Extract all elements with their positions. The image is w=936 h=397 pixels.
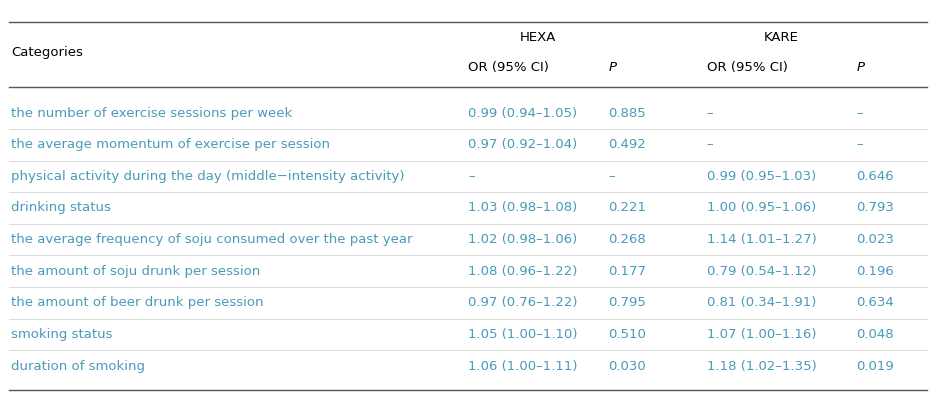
- Text: 0.221: 0.221: [608, 201, 647, 214]
- Text: duration of smoking: duration of smoking: [11, 360, 145, 373]
- Text: KARE: KARE: [764, 31, 799, 44]
- Text: 0.048: 0.048: [856, 328, 894, 341]
- Text: –: –: [856, 138, 863, 151]
- Text: 0.885: 0.885: [608, 106, 646, 119]
- Text: –: –: [707, 106, 713, 119]
- Text: drinking status: drinking status: [11, 201, 111, 214]
- Text: 1.18 (1.02–1.35): 1.18 (1.02–1.35): [707, 360, 816, 373]
- Text: P: P: [856, 61, 865, 74]
- Text: OR (95% CI): OR (95% CI): [468, 61, 548, 74]
- Text: 0.510: 0.510: [608, 328, 646, 341]
- Text: OR (95% CI): OR (95% CI): [707, 61, 787, 74]
- Text: 1.00 (0.95–1.06): 1.00 (0.95–1.06): [707, 201, 816, 214]
- Text: the amount of beer drunk per session: the amount of beer drunk per session: [11, 296, 264, 309]
- Text: 0.97 (0.76–1.22): 0.97 (0.76–1.22): [468, 296, 578, 309]
- Text: 0.030: 0.030: [608, 360, 646, 373]
- Text: 0.634: 0.634: [856, 296, 894, 309]
- Text: –: –: [608, 170, 615, 183]
- Text: 1.14 (1.01–1.27): 1.14 (1.01–1.27): [707, 233, 816, 246]
- Text: 0.795: 0.795: [608, 296, 646, 309]
- Text: 0.177: 0.177: [608, 265, 647, 278]
- Text: 0.793: 0.793: [856, 201, 894, 214]
- Text: 0.646: 0.646: [856, 170, 894, 183]
- Text: physical activity during the day (middle−intensity activity): physical activity during the day (middle…: [11, 170, 404, 183]
- Text: 0.019: 0.019: [856, 360, 894, 373]
- Text: 1.03 (0.98–1.08): 1.03 (0.98–1.08): [468, 201, 578, 214]
- Text: Categories: Categories: [11, 46, 83, 59]
- Text: –: –: [468, 170, 475, 183]
- Text: the amount of soju drunk per session: the amount of soju drunk per session: [11, 265, 260, 278]
- Text: 0.97 (0.92–1.04): 0.97 (0.92–1.04): [468, 138, 578, 151]
- Text: smoking status: smoking status: [11, 328, 112, 341]
- Text: 0.492: 0.492: [608, 138, 646, 151]
- Text: 0.268: 0.268: [608, 233, 646, 246]
- Text: 0.99 (0.94–1.05): 0.99 (0.94–1.05): [468, 106, 578, 119]
- Text: P: P: [608, 61, 617, 74]
- Text: –: –: [856, 106, 863, 119]
- Text: 1.08 (0.96–1.22): 1.08 (0.96–1.22): [468, 265, 578, 278]
- Text: –: –: [707, 138, 713, 151]
- Text: 0.196: 0.196: [856, 265, 894, 278]
- Text: the average momentum of exercise per session: the average momentum of exercise per ses…: [11, 138, 330, 151]
- Text: HEXA: HEXA: [520, 31, 556, 44]
- Text: the average frequency of soju consumed over the past year: the average frequency of soju consumed o…: [11, 233, 413, 246]
- Text: 0.99 (0.95–1.03): 0.99 (0.95–1.03): [707, 170, 816, 183]
- Text: 0.023: 0.023: [856, 233, 894, 246]
- Text: 0.81 (0.34–1.91): 0.81 (0.34–1.91): [707, 296, 816, 309]
- Text: 1.07 (1.00–1.16): 1.07 (1.00–1.16): [707, 328, 816, 341]
- Text: 1.05 (1.00–1.10): 1.05 (1.00–1.10): [468, 328, 578, 341]
- Text: 1.02 (0.98–1.06): 1.02 (0.98–1.06): [468, 233, 578, 246]
- Text: the number of exercise sessions per week: the number of exercise sessions per week: [11, 106, 292, 119]
- Text: 0.79 (0.54–1.12): 0.79 (0.54–1.12): [707, 265, 816, 278]
- Text: 1.06 (1.00–1.11): 1.06 (1.00–1.11): [468, 360, 578, 373]
